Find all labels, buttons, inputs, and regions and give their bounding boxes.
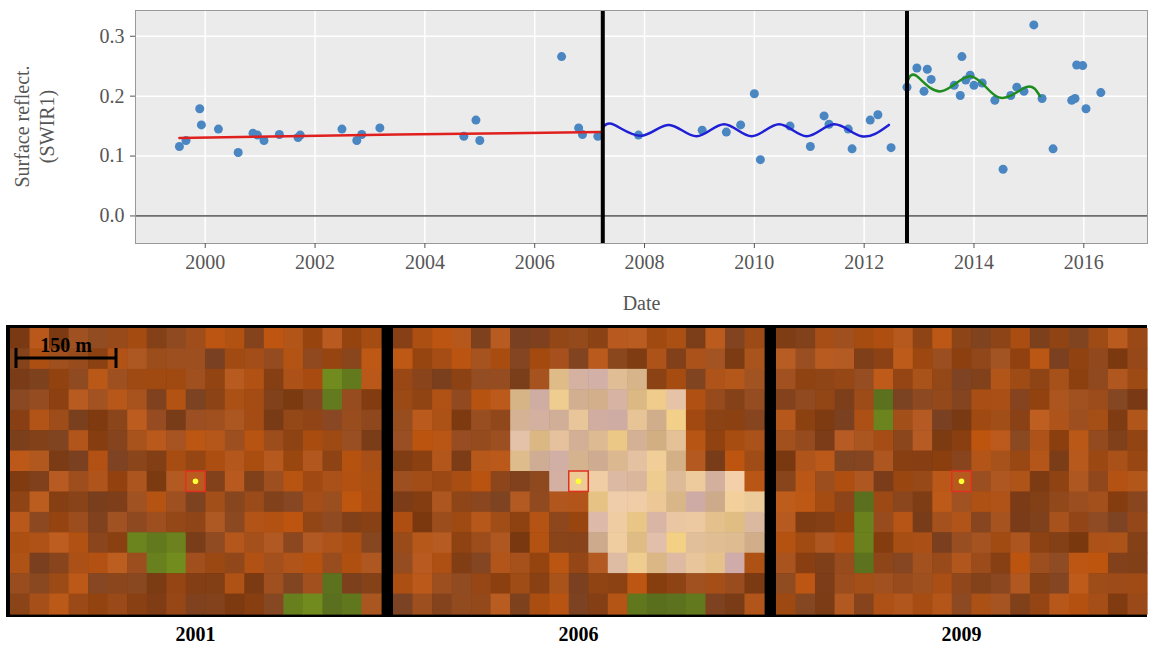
svg-text:2014: 2014: [954, 251, 994, 273]
svg-text:0.0: 0.0: [100, 204, 125, 226]
svg-text:Surface reflect.: Surface reflect.: [11, 65, 33, 187]
svg-text:2006: 2006: [515, 251, 555, 273]
svg-text:0.3: 0.3: [100, 25, 125, 47]
svg-text:2001: 2001: [176, 623, 216, 645]
svg-text:0.1: 0.1: [100, 144, 125, 166]
svg-text:150 m: 150 m: [40, 334, 92, 356]
svg-text:0.2: 0.2: [100, 85, 125, 107]
svg-text:(SWIR1): (SWIR1): [36, 90, 59, 163]
svg-text:2006: 2006: [559, 623, 599, 645]
svg-text:2000: 2000: [185, 251, 225, 273]
svg-text:2009: 2009: [942, 623, 982, 645]
svg-text:2010: 2010: [734, 251, 774, 273]
svg-text:2008: 2008: [625, 251, 665, 273]
svg-text:2016: 2016: [1064, 251, 1104, 273]
svg-text:2012: 2012: [844, 251, 884, 273]
svg-text:2002: 2002: [295, 251, 335, 273]
svg-text:Date: Date: [623, 292, 661, 314]
svg-text:2004: 2004: [405, 251, 445, 273]
